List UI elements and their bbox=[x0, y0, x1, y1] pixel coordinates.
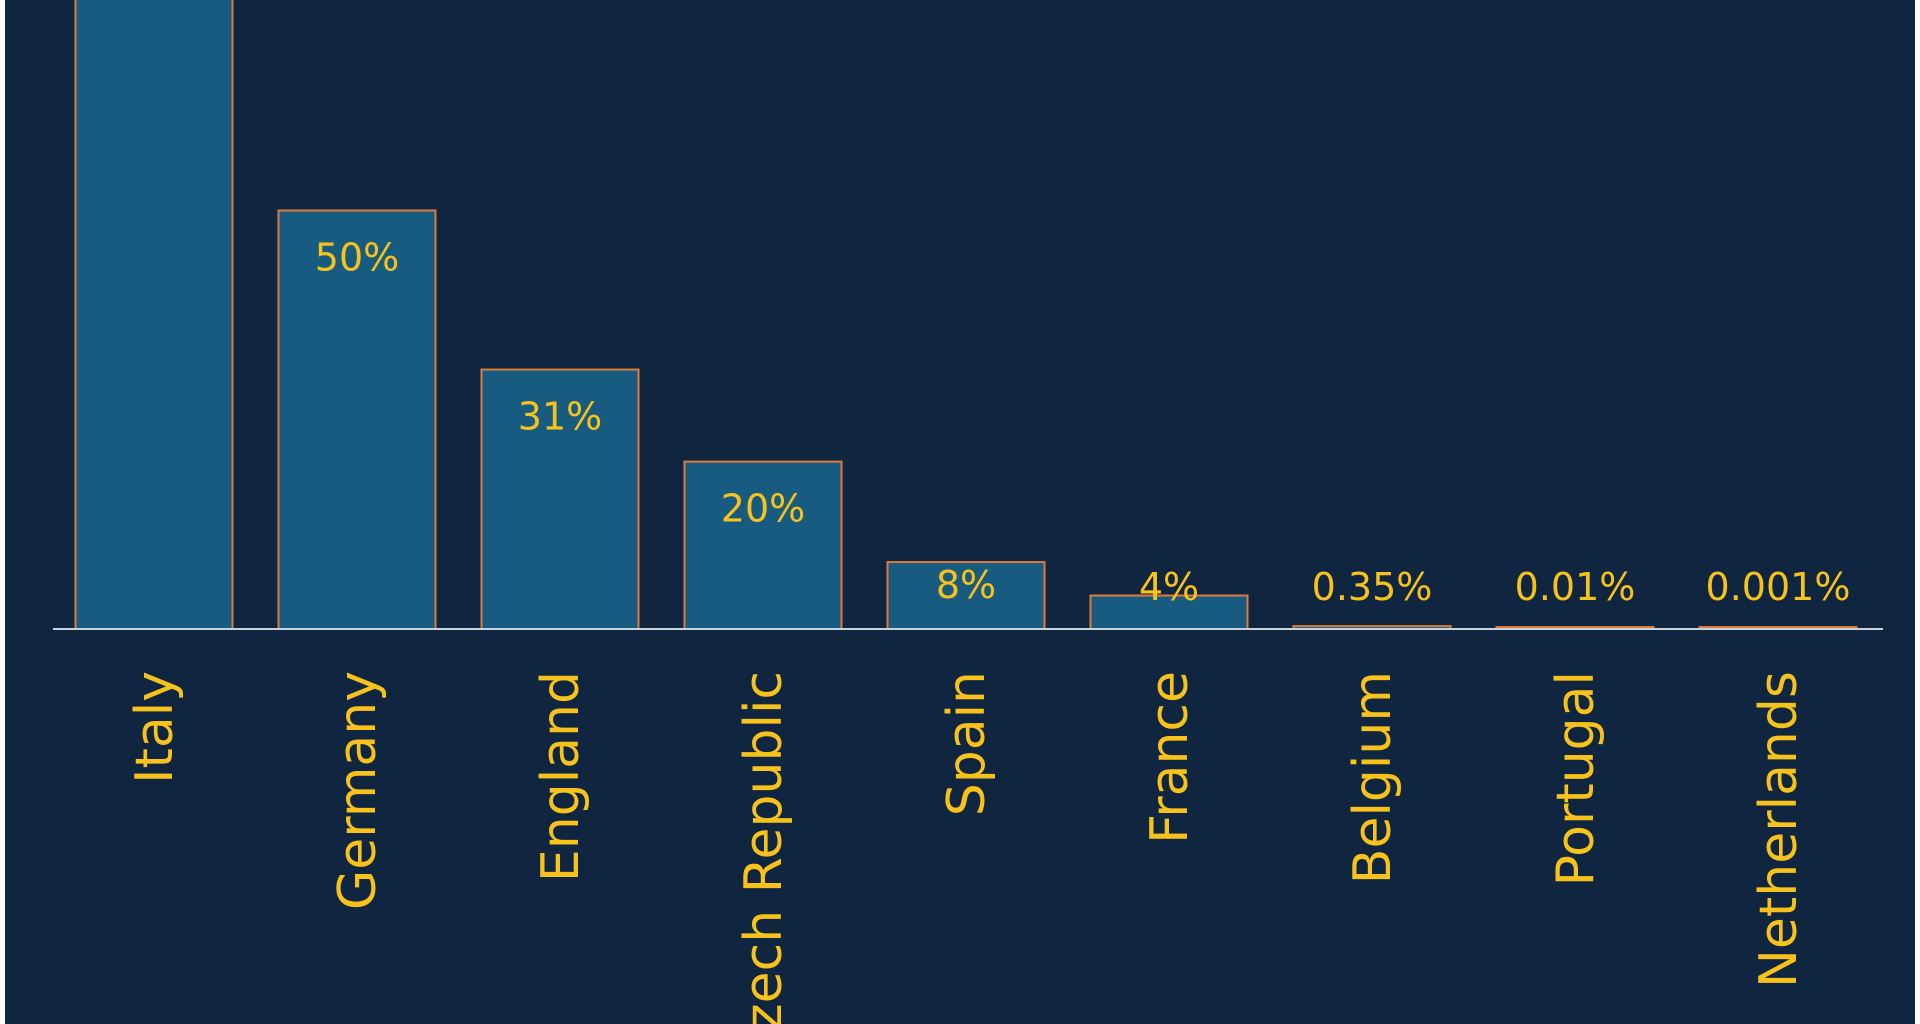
bar-germany bbox=[277, 209, 437, 630]
category-label: Germany bbox=[328, 671, 388, 910]
bars-layer bbox=[74, 0, 1858, 631]
category-label: England bbox=[531, 671, 591, 882]
category-label: Portugal bbox=[1546, 671, 1606, 886]
category-label: Spain bbox=[937, 671, 997, 816]
data-label: 0.01% bbox=[1515, 565, 1636, 609]
category-label: Netherlands bbox=[1749, 671, 1809, 988]
bar-italy bbox=[74, 0, 234, 630]
data-label: 4% bbox=[1139, 565, 1199, 609]
bar-chart: 50% 31% 20% 8% 4% 0.35% 0.01% 0.001% Italy Germa… bbox=[53, 0, 1883, 1024]
bar-czech-republic bbox=[683, 460, 843, 630]
data-label: 8% bbox=[936, 563, 996, 607]
data-label: 0.35% bbox=[1312, 565, 1433, 609]
data-labels-layer: 50% 31% 20% 8% 4% 0.35% 0.01% 0.001% bbox=[315, 236, 1851, 610]
category-label: Belgium bbox=[1343, 671, 1403, 884]
bar-england bbox=[480, 368, 640, 630]
category-label: France bbox=[1140, 671, 1200, 844]
category-labels-layer: Italy Germany England Czech Republic Spain Fr… bbox=[125, 671, 1809, 1024]
bar-spain bbox=[886, 561, 1046, 630]
data-label: 0.001% bbox=[1706, 565, 1851, 609]
data-label: 50% bbox=[315, 236, 399, 280]
data-label: 31% bbox=[518, 395, 602, 439]
category-label: Czech Republic bbox=[734, 671, 794, 1024]
data-label: 20% bbox=[721, 487, 805, 531]
category-label: Italy bbox=[125, 671, 185, 784]
chart-area: 50% 31% 20% 8% 4% 0.35% 0.01% 0.001% Italy Germa… bbox=[5, 0, 1915, 1024]
